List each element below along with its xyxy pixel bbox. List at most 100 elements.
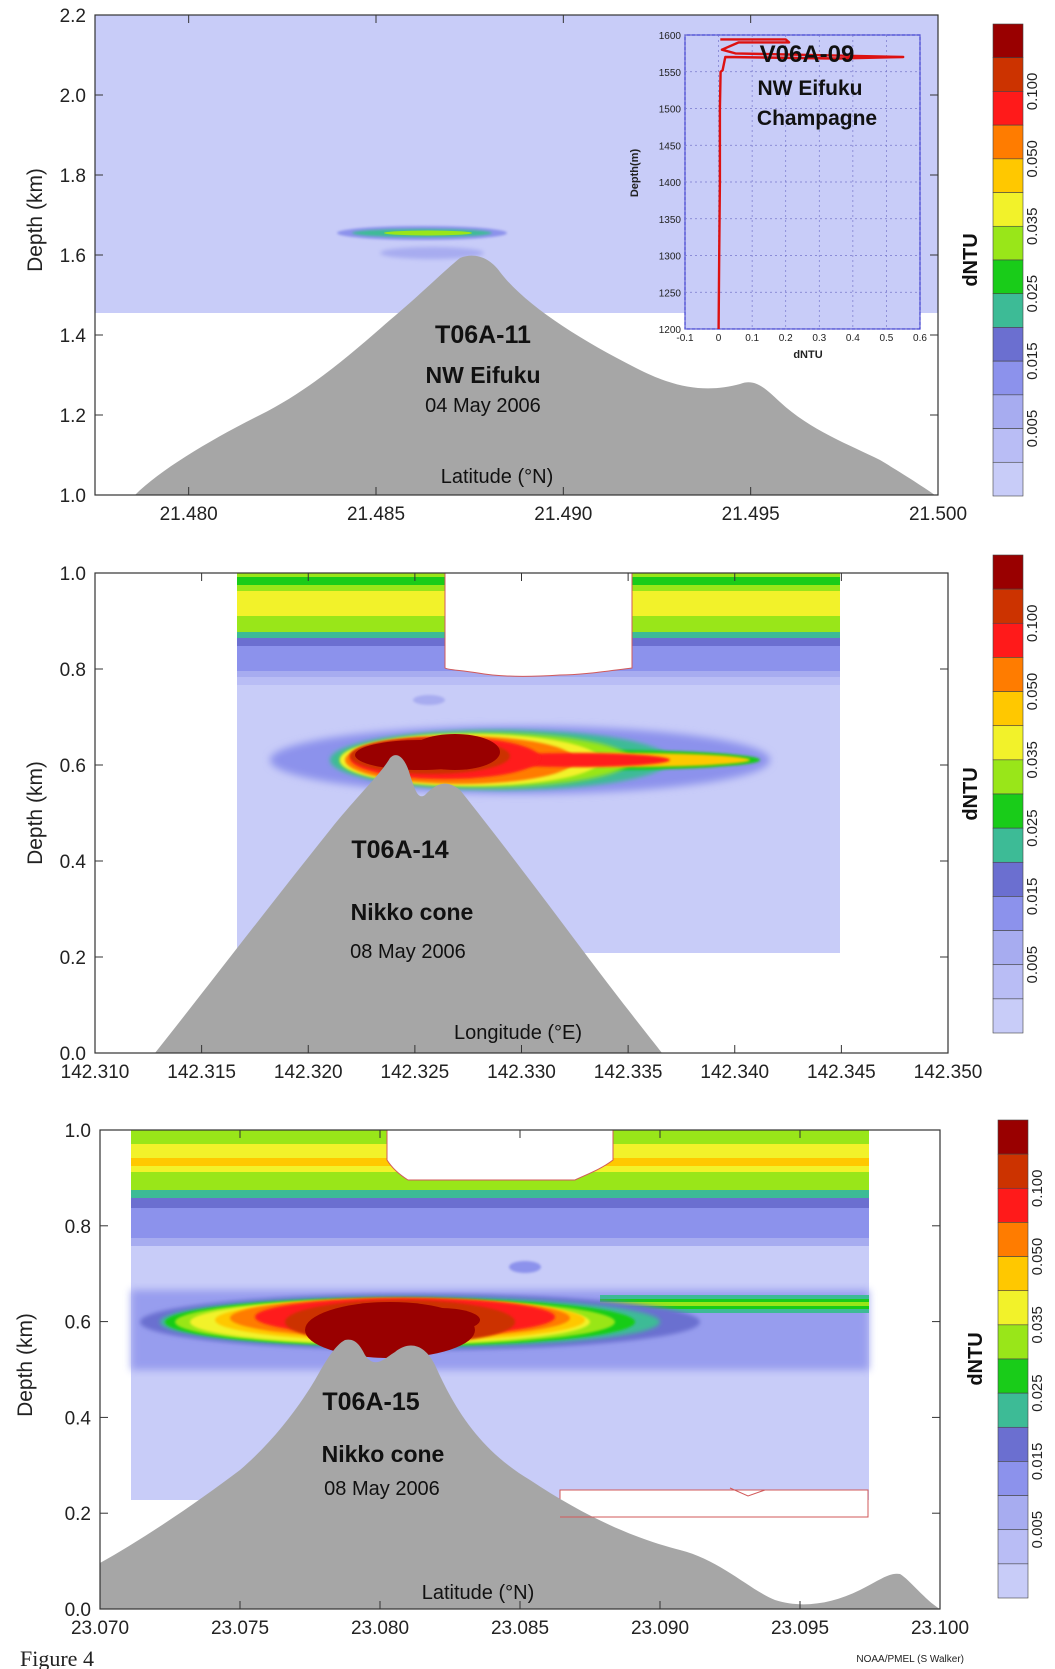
inset-ylabel: Depth(m)	[629, 149, 641, 198]
inset-y-tick-label: 1400	[659, 178, 682, 189]
panel-2-data-gap	[444, 573, 633, 677]
panel-1-y-tick-label: 1.0	[60, 486, 86, 507]
panel-2-x-tick-label: 142.320	[274, 1062, 343, 1083]
colorbar-2-tick-label: 0.015	[1024, 878, 1041, 916]
colorbar-1-tick-label: 0.015	[1024, 342, 1041, 380]
panel-2-x-tick-label: 142.325	[381, 1062, 450, 1083]
panel-2-ticks: 142.310 142.315 142.320 142.325 142.330 142.3…	[60, 564, 983, 1083]
inset-y-tick-label: 1300	[659, 252, 682, 263]
inset-x-tick-label: 0.4	[846, 333, 860, 344]
panel-3-x-tick-label: 23.095	[771, 1618, 829, 1639]
panel-2-y-tick-label: 0.4	[60, 852, 87, 873]
colorbar-1-swatch	[992, 158, 1024, 193]
inset-x-tick-label: 0.1	[745, 333, 759, 344]
panel-2-x-tick-label: 142.330	[487, 1062, 556, 1083]
colorbar-3-swatch	[997, 1290, 1029, 1326]
colorbar-1-swatch	[992, 192, 1024, 227]
colorbar-1-tick-label: 0.005	[1024, 410, 1041, 448]
panel-3-xlabel: Latitude (°N)	[422, 1582, 535, 1604]
inset-grid	[684, 34, 921, 330]
panel-2-x-tick-label: 142.350	[914, 1062, 983, 1083]
figure-caption: Figure 4	[20, 1646, 94, 1669]
panel-2-xlabel: Longitude (°E)	[454, 1022, 582, 1044]
panel-3-x-tick-label: 23.100	[911, 1618, 969, 1639]
panel-1-y-tick-label: 1.8	[60, 166, 86, 187]
panel-1-y-tick-label: 2.0	[60, 86, 86, 107]
inset-x-tick-label: 0	[716, 333, 722, 344]
inset-subtitle-1: NW Eifuku	[758, 77, 863, 100]
colorbar-3-tick-label: 0.035	[1029, 1306, 1046, 1344]
panel-1-inset: -0.1 0 0.1 0.2 0.3 0.4 0.5 0.6 1200 1250 1300 1350 1…	[629, 31, 927, 361]
colorbar-2-swatch	[992, 588, 1024, 624]
panel-1-ticks: 21.480 21.485 21.490 21.495 21.500 1.0 1.2 1.4 1…	[60, 6, 967, 525]
panel-3-tow-label: T06A-15	[322, 1388, 419, 1416]
colorbar-3-swatch	[997, 1187, 1029, 1223]
inset-ticks: -0.1 0 0.1 0.2 0.3 0.4 0.5 0.6 1200 1250 1300 1350 1…	[659, 31, 928, 344]
colorbar-3: 0.005 0.015 0.025 0.035 0.050 0.100 dNTU	[965, 1119, 1046, 1599]
panel-1-x-tick-label: 21.490	[534, 504, 592, 525]
inset-x-tick-label: 0.2	[779, 333, 793, 344]
colorbar-3-tick-label: 0.005	[1029, 1511, 1046, 1549]
panel-1-y-tick-label: 1.4	[60, 326, 87, 347]
panel-3-y-tick-label: 0.2	[65, 1504, 91, 1525]
panel-1-plume	[337, 226, 507, 259]
colorbar-2-swatch	[992, 691, 1024, 727]
colorbar-1-swatch	[992, 91, 1024, 126]
panel-2-x-tick-label: 142.335	[594, 1062, 663, 1083]
colorbar-2-tick-label: 0.035	[1024, 741, 1041, 779]
colorbar-2-tick-label: 0.100	[1024, 605, 1041, 643]
colorbar-3-swatch	[997, 1358, 1029, 1394]
inset-y-tick-label: 1450	[659, 141, 682, 152]
panel-3-data-gap-top	[386, 1130, 614, 1181]
colorbar-1-tick-label: 0.050	[1024, 140, 1041, 178]
colorbar-2-tick-label: 0.025	[1024, 809, 1041, 847]
colorbar-1-swatch	[992, 23, 1024, 59]
colorbar-3-tick-label: 0.050	[1029, 1238, 1046, 1276]
colorbar-2-tick-label: 0.005	[1024, 946, 1041, 984]
colorbar-3-tick-label: 0.015	[1029, 1443, 1046, 1481]
panel-1-date-label: 04 May 2006	[425, 395, 541, 417]
colorbar-1-swatch	[992, 293, 1024, 328]
colorbar-1-swatch	[992, 259, 1024, 295]
panel-3-y-tick-label: 0.0	[65, 1600, 91, 1621]
panel-1-y-tick-label: 1.2	[60, 406, 86, 427]
credit-line: NOAA/PMEL (S Walker)	[856, 1654, 964, 1665]
panel-3: 23.070 23.075 23.080 23.085 23.090 23.095 23.1…	[14, 1121, 969, 1639]
colorbar-2-swatch	[992, 759, 1024, 795]
panel-3-site-label: Nikko cone	[322, 1441, 445, 1467]
colorbar-3-swatch	[997, 1324, 1029, 1360]
colorbar-2-swatch	[992, 861, 1024, 897]
colorbar-1-label: dNTU	[960, 233, 982, 286]
panel-1: 21.480 21.485 21.490 21.495 21.500 1.0 1.2 1.4 1…	[24, 6, 967, 525]
colorbar-1-tick-label: 0.100	[1024, 73, 1041, 111]
panel-2-ylabel: Depth (km)	[24, 761, 47, 865]
panel-1-x-tick-label: 21.500	[909, 504, 967, 525]
panel-3-ticks: 23.070 23.075 23.080 23.085 23.090 23.095 23.1…	[65, 1121, 969, 1639]
panel-2: 142.310 142.315 142.320 142.325 142.330 142.3…	[24, 564, 982, 1083]
colorbar-1-swatch	[992, 461, 1024, 497]
panel-1-y-tick-label: 1.6	[60, 246, 86, 267]
panel-3-y-tick-label: 0.6	[65, 1313, 91, 1334]
panel-2-x-tick-label: 142.315	[167, 1062, 236, 1083]
panel-1-x-tick-label: 21.480	[160, 504, 218, 525]
panel-2-y-tick-label: 0.6	[60, 756, 86, 777]
inset-x-tick-label: 0.6	[913, 333, 927, 344]
panel-2-x-tick-label: 142.340	[700, 1062, 769, 1083]
colorbar-2-tick-label: 0.050	[1024, 673, 1041, 711]
colorbar-1-swatch	[992, 327, 1024, 362]
panel-2-site-label: Nikko cone	[351, 899, 474, 925]
colorbar-2-swatch	[992, 998, 1024, 1034]
panel-3-x-tick-label: 23.090	[631, 1618, 689, 1639]
colorbar-2-swatch	[992, 554, 1024, 590]
panel-2-y-tick-label: 0.8	[60, 660, 86, 681]
inset-y-tick-label: 1600	[659, 31, 682, 42]
panel-1-x-tick-label: 21.485	[347, 504, 405, 525]
panel-3-plot-area	[100, 1130, 940, 1609]
colorbar-2-swatch	[992, 964, 1024, 1000]
inset-y-tick-label: 1200	[659, 325, 682, 336]
inset-title: V06A-09	[760, 41, 855, 68]
panel-3-y-tick-label: 1.0	[65, 1121, 91, 1142]
colorbar-1-swatch	[992, 124, 1024, 160]
colorbar-2-swatch	[992, 827, 1024, 863]
